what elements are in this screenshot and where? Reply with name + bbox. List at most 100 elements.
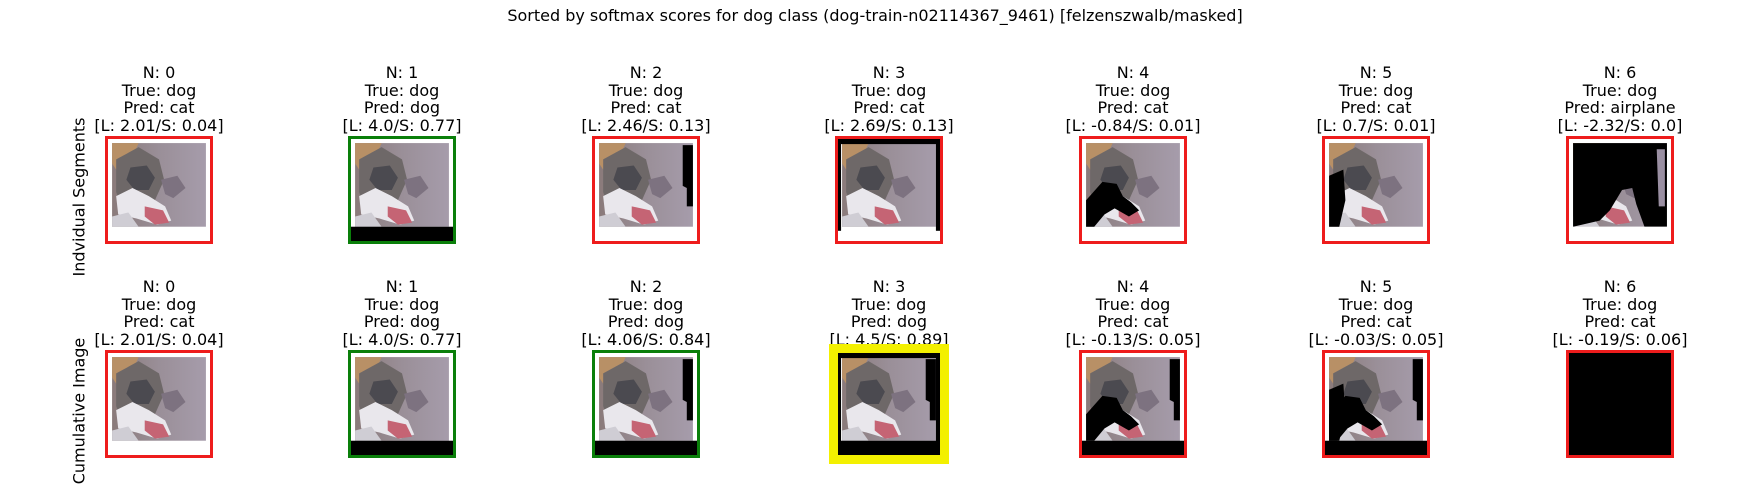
true-label: True: dog — [851, 294, 927, 314]
dog-image — [595, 139, 697, 241]
pred-label: Pred: cat — [853, 98, 925, 117]
image-frame — [835, 136, 943, 244]
segment-panel: N: 0 True: dog Pred: cat [L: 2.01/S: 0.04] — [39, 64, 279, 244]
dog-image — [108, 353, 210, 455]
dog-image — [838, 139, 940, 241]
pred-label: Pred: cat — [123, 98, 195, 117]
segment-panel: N: 1 True: dog Pred: dog [L: 4.0/S: 0.77] — [282, 64, 522, 244]
score-label: [L: -0.19/S: 0.06] — [1552, 329, 1688, 349]
score-label: [L: 4.0/S: 0.77] — [342, 115, 462, 135]
image-frame — [348, 350, 456, 458]
score-label: [L: -0.13/S: 0.05] — [1065, 329, 1201, 349]
pred-label: Pred: cat — [1097, 98, 1169, 117]
pred-label: Pred: airplane — [1564, 98, 1676, 117]
image-frame — [1566, 350, 1674, 458]
pred-label: Pred: cat — [1340, 98, 1412, 117]
true-label: True: dog — [1582, 80, 1658, 100]
image-frame — [1322, 136, 1430, 244]
image-frame — [829, 344, 949, 464]
score-label: [L: 4.0/S: 0.77] — [342, 329, 462, 349]
image-frame — [1322, 350, 1430, 458]
true-label: True: dog — [1095, 80, 1171, 100]
true-label: True: dog — [121, 294, 197, 314]
panel-title: N: 3 True: dog Pred: dog [L: 4.5/S: 0.89] — [769, 278, 1009, 348]
segment-panel: N: 5 True: dog Pred: cat [L: -0.03/S: 0.05] — [1256, 277, 1496, 458]
segment-panel: N: 3 True: dog Pred: dog [L: 4.5/S: 0.89] — [769, 278, 1009, 464]
image-frame — [592, 350, 700, 458]
pred-label: Pred: dog — [363, 98, 441, 117]
panel-title: N: 1 True: dog Pred: dog [L: 4.0/S: 0.77] — [282, 64, 522, 134]
dog-image — [108, 139, 210, 241]
score-label: [L: 2.01/S: 0.04] — [94, 115, 224, 135]
true-label: True: dog — [1338, 80, 1414, 100]
segment-panel: N: 0 True: dog Pred: cat [L: 2.01/S: 0.04] — [39, 278, 279, 458]
panel-index: N: 2 — [629, 63, 663, 82]
score-label: [L: -0.84/S: 0.01] — [1065, 115, 1201, 135]
panel-index: N: 0 — [142, 277, 176, 296]
dog-image — [351, 353, 453, 455]
segment-panel: N: 3 True: dog Pred: cat [L: 2.69/S: 0.13] — [769, 64, 1009, 244]
row-label: Indvidual Segments — [69, 117, 89, 277]
panel-title: N: 1 True: dog Pred: dog [L: 4.0/S: 0.77] — [282, 278, 522, 348]
true-label: True: dog — [364, 294, 440, 314]
row-label: Cumulative Image — [69, 337, 89, 485]
dog-image — [1569, 139, 1671, 241]
pred-label: Pred: cat — [610, 98, 682, 117]
panel-index: N: 5 — [1359, 63, 1393, 82]
score-label: [L: -2.32/S: 0.0] — [1557, 115, 1683, 135]
segment-panel: N: 4 True: dog Pred: cat [L: -0.13/S: 0.05] — [1013, 278, 1253, 458]
pred-label: Pred: dog — [850, 312, 928, 331]
dog-image — [351, 139, 453, 241]
score-label: [L: 2.01/S: 0.04] — [94, 329, 224, 349]
image-frame — [105, 350, 213, 458]
panel-index: N: 3 — [872, 277, 906, 296]
pred-label: Pred: cat — [1584, 312, 1656, 331]
panel-index: N: 1 — [385, 63, 419, 82]
image-frame — [592, 136, 700, 244]
segment-panel: N: 2 True: dog Pred: cat [L: 2.46/S: 0.13] — [526, 64, 766, 244]
image-frame — [105, 136, 213, 244]
segment-panel: N: 5 True: dog Pred: cat [L: 0.7/S: 0.01] — [1256, 63, 1496, 244]
panel-title: N: 2 True: dog Pred: cat [L: 2.46/S: 0.13] — [526, 64, 766, 134]
figure-title: Sorted by softmax scores for dog class (… — [507, 6, 1243, 25]
pred-label: Pred: cat — [1340, 312, 1412, 331]
panel-title: N: 6 True: dog Pred: airplane [L: -2.32/S: … — [1500, 64, 1740, 134]
panel-index: N: 5 — [1359, 277, 1393, 296]
dog-image — [838, 353, 940, 455]
dog-image — [1082, 353, 1184, 455]
segment-panel: N: 6 True: dog Pred: cat [L: -0.19/S: 0.06] — [1500, 278, 1740, 458]
true-label: True: dog — [121, 80, 197, 100]
dog-image — [1325, 353, 1427, 455]
segment-panel: N: 2 True: dog Pred: dog [L: 4.06/S: 0.84] — [526, 278, 766, 458]
score-label: [L: 0.7/S: 0.01] — [1316, 115, 1436, 135]
panel-title: N: 0 True: dog Pred: cat [L: 2.01/S: 0.04] — [39, 64, 279, 134]
true-label: True: dog — [1582, 294, 1658, 314]
score-label: [L: 4.5/S: 0.89] — [829, 329, 949, 349]
panel-index: N: 4 — [1116, 277, 1150, 296]
image-frame — [1566, 136, 1674, 244]
true-label: True: dog — [1338, 294, 1414, 314]
image-frame — [1079, 350, 1187, 458]
panel-index: N: 2 — [629, 277, 663, 296]
panel-index: N: 3 — [872, 63, 906, 82]
segment-panel: N: 6 True: dog Pred: airplane [L: -2.32/S: … — [1500, 64, 1740, 244]
panel-index: N: 4 — [1116, 63, 1150, 82]
true-label: True: dog — [608, 294, 684, 314]
image-frame — [348, 136, 456, 244]
score-label: [L: 2.69/S: 0.13] — [824, 115, 954, 135]
true-label: True: dog — [608, 80, 684, 100]
pred-label: Pred: cat — [123, 312, 195, 331]
true-label: True: dog — [364, 80, 440, 100]
score-label: [L: -0.03/S: 0.05] — [1308, 329, 1444, 349]
panel-title: N: 2 True: dog Pred: dog [L: 4.06/S: 0.84] — [526, 278, 766, 348]
true-label: True: dog — [1095, 294, 1171, 314]
dog-image — [1569, 353, 1671, 455]
panel-title: N: 4 True: dog Pred: cat [L: -0.84/S: 0.01] — [1013, 64, 1253, 134]
panel-title: N: 4 True: dog Pred: cat [L: -0.13/S: 0.05] — [1013, 278, 1253, 348]
segment-panel: N: 4 True: dog Pred: cat [L: -0.84/S: 0.01] — [1013, 64, 1253, 244]
dog-image — [1082, 139, 1184, 241]
panel-index: N: 6 — [1603, 63, 1637, 82]
panel-title: N: 0 True: dog Pred: cat [L: 2.01/S: 0.04] — [39, 278, 279, 348]
image-frame — [1079, 136, 1187, 244]
panel-title: N: 3 True: dog Pred: cat [L: 2.69/S: 0.13] — [769, 64, 1009, 134]
